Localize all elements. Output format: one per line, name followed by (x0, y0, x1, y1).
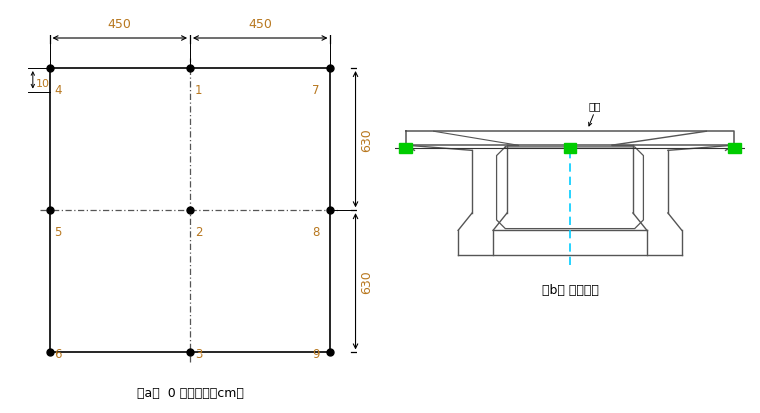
Text: 10: 10 (36, 79, 49, 89)
Text: 630: 630 (360, 128, 374, 152)
Text: 450: 450 (108, 18, 131, 31)
Bar (564, 143, 576, 154)
Text: 630: 630 (360, 270, 374, 294)
Text: 4: 4 (55, 84, 62, 97)
Text: 6: 6 (55, 347, 62, 361)
Text: （a）  0 号块单位：cm）: （a） 0 号块单位：cm） (137, 386, 243, 399)
Text: 箱梁: 箱梁 (588, 101, 600, 111)
Text: 9: 9 (312, 347, 319, 361)
Text: 1: 1 (195, 84, 202, 97)
Text: 8: 8 (312, 226, 319, 239)
Text: 5: 5 (55, 226, 62, 239)
Text: 450: 450 (249, 18, 272, 31)
Text: 7: 7 (312, 84, 319, 97)
Bar (728, 143, 740, 154)
Text: 2: 2 (195, 226, 202, 239)
Bar (400, 143, 412, 154)
Text: 3: 3 (195, 347, 202, 361)
Text: （b） 支点断面: （b） 支点断面 (542, 283, 598, 296)
